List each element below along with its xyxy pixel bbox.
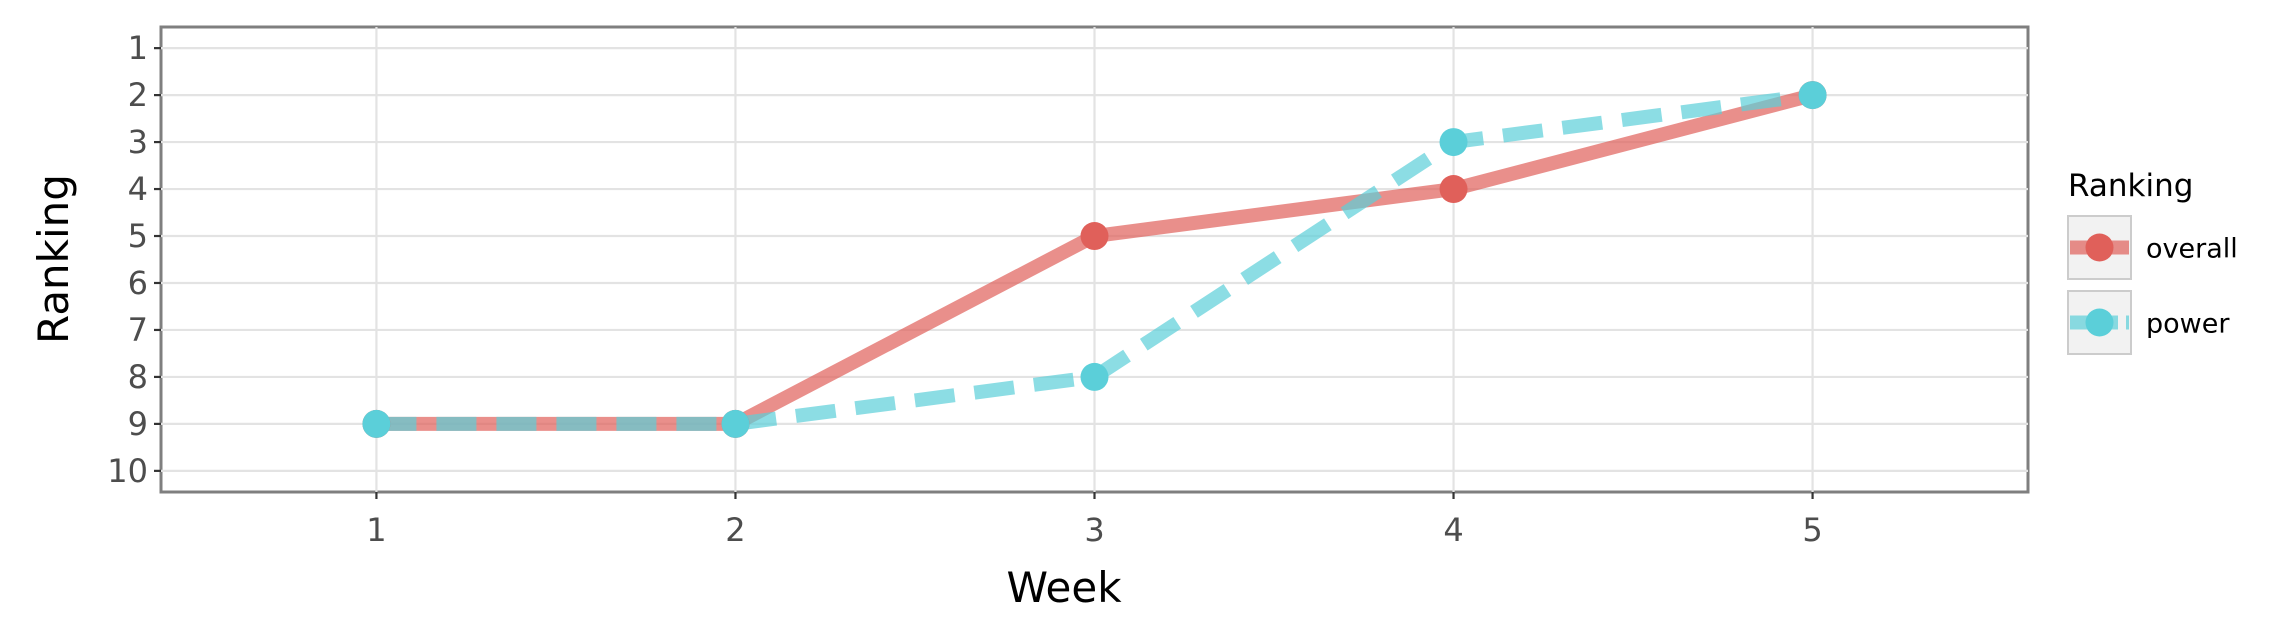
legend: Ranking overall power <box>2067 168 2238 355</box>
data-point-power <box>1080 362 1109 391</box>
y-tick-label: 5 <box>128 217 148 255</box>
legend-label-overall: overall <box>2146 234 2238 265</box>
x-tick-label: 5 <box>1802 511 1822 549</box>
legend-marker-power <box>2085 308 2114 337</box>
x-tick-label: 1 <box>366 511 386 549</box>
data-point-overall <box>1080 222 1109 251</box>
y-tick-label: 8 <box>128 358 148 396</box>
x-tick-label: 3 <box>1084 511 1104 549</box>
x-tick-label: 2 <box>725 511 745 549</box>
y-tick-label: 3 <box>128 123 148 161</box>
y-tick-label: 10 <box>107 452 148 490</box>
data-point-overall <box>1439 175 1468 204</box>
y-tick-label: 4 <box>128 170 148 208</box>
y-tick-label: 2 <box>128 76 148 114</box>
axis-ticks: 1 2 3 4 5 1 2 3 4 5 6 7 8 9 10 <box>107 29 1822 549</box>
y-tick-label: 9 <box>128 405 148 443</box>
data-point-power <box>1798 81 1827 110</box>
data-point-power <box>1439 128 1468 157</box>
y-tick-label: 7 <box>128 311 148 349</box>
legend-title: Ranking <box>2068 168 2193 204</box>
legend-marker-overall <box>2085 233 2114 262</box>
y-tick-label: 6 <box>128 264 148 302</box>
y-axis-title: Ranking <box>29 174 78 344</box>
series <box>362 81 1827 438</box>
y-tick-label: 1 <box>128 29 148 67</box>
x-axis-title: Week <box>1006 563 1122 612</box>
data-point-power <box>721 409 750 438</box>
x-tick-label: 4 <box>1443 511 1463 549</box>
legend-label-power: power <box>2146 309 2230 340</box>
data-point-power <box>362 409 391 438</box>
